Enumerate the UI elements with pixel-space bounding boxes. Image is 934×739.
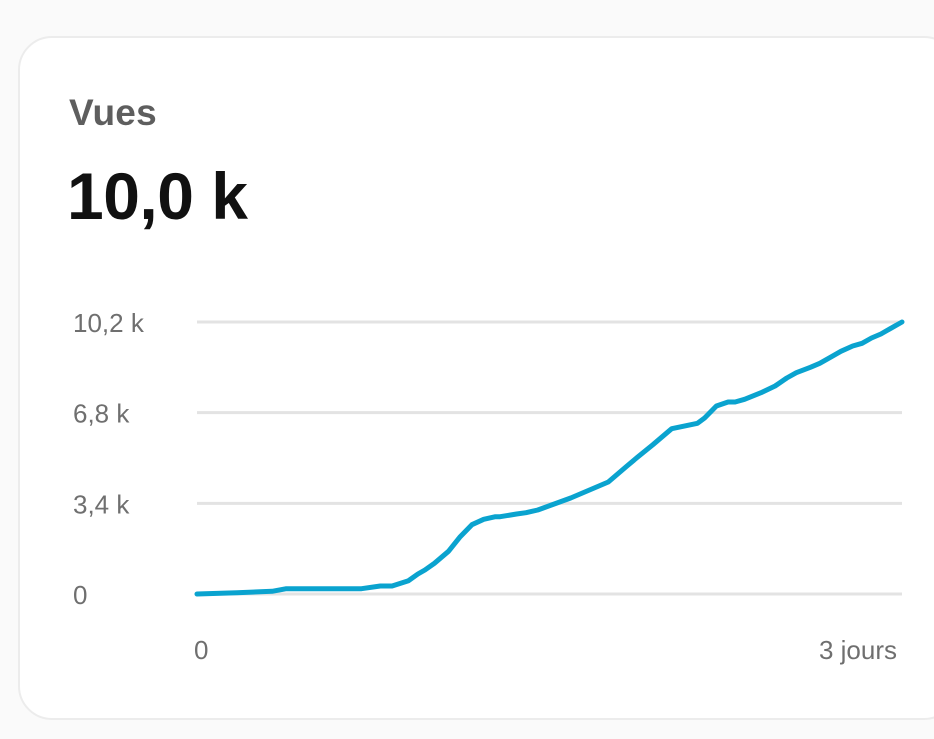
x-axis-ticks: 0 3 jours [194,635,897,665]
metric-value: 10,0 k [67,159,248,233]
views-card [18,36,934,720]
y-tick-label: 0 [73,580,87,610]
metric-label: Vues [69,92,157,133]
y-tick-label: 3,4 k [73,489,130,519]
series-line [194,319,905,597]
x-tick-label: 3 jours [819,635,897,665]
y-axis-ticks: 0 3,4 k 6,8 k 10,2 k [73,308,145,610]
x-tick-label: 0 [194,635,208,665]
y-tick-label: 6,8 k [73,399,130,429]
y-tick-label: 10,2 k [73,308,145,338]
series-lines [194,319,905,597]
grid-lines [197,320,902,596]
